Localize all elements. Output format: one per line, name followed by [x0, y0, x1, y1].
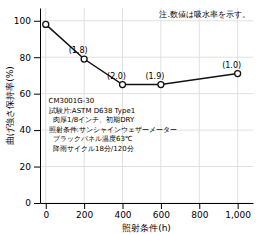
- tick-label: 60: [20, 89, 32, 99]
- tick-mark: [34, 167, 40, 168]
- annotation-line: CM3001G-30: [49, 97, 95, 105]
- tick-label: 80: [20, 53, 32, 63]
- grid-line: [199, 8, 200, 203]
- tick-mark: [34, 57, 40, 58]
- point-label: (2.0): [107, 72, 126, 81]
- marks: [43, 21, 241, 87]
- tick: 400: [114, 203, 131, 220]
- tick: 0: [43, 203, 49, 220]
- tick-mark: [84, 203, 85, 209]
- grid-line: [40, 93, 253, 94]
- marker: [81, 56, 87, 62]
- grid-line: [84, 8, 85, 203]
- grid-line: [160, 8, 161, 203]
- annotation-line: 試験片:ASTM D638 Type1: [49, 107, 136, 115]
- y-axis: 0 20 40 60 80 100: [14, 9, 41, 209]
- point-label: (1.8): [69, 46, 88, 55]
- axis-line: [41, 203, 254, 204]
- x-axis: 0 200 400 600 800 1,000: [41, 203, 254, 220]
- grid-line: [237, 8, 238, 203]
- marker: [120, 82, 126, 88]
- grid-line: [40, 20, 253, 21]
- tick: 800: [191, 203, 208, 220]
- tick-mark: [123, 203, 124, 209]
- grid-line: [40, 57, 253, 58]
- tick: 600: [153, 203, 170, 220]
- tick-label: 40: [20, 125, 32, 135]
- annotation-line: ブラックパネル温度63℃: [49, 135, 133, 143]
- annotation-line: 肉厚1/8インチ、初期DRY: [49, 116, 136, 124]
- note: 注.数値は吸水率を示す。: [159, 10, 250, 19]
- marker: [158, 82, 164, 88]
- tick: 100: [14, 16, 40, 26]
- chart: 0 200 400 600 800 1,000 0 20 40 60 80 100 (1.8) (2.0)…: [0, 0, 265, 235]
- marker: [43, 21, 49, 27]
- tick: 0: [25, 198, 40, 208]
- y-axis-title: 曲げ強さ保持率(%): [5, 66, 15, 145]
- axis-line: [40, 9, 41, 204]
- annotation: CM3001G-30 試験片:ASTM D638 Type1 肉厚1/8インチ、初…: [49, 97, 177, 152]
- tick: 60: [20, 89, 40, 99]
- tick-label: 100: [14, 16, 31, 26]
- grid: [40, 8, 253, 203]
- tick-label: 0: [25, 198, 31, 208]
- tick-label: 0: [43, 210, 49, 220]
- tick-label: 200: [76, 210, 93, 220]
- point-label: (1.0): [222, 61, 241, 70]
- tick: 20: [20, 162, 40, 172]
- tick: 200: [76, 203, 93, 220]
- tick-label: 600: [153, 210, 170, 220]
- tick-label: 800: [191, 210, 208, 220]
- tick-mark: [46, 203, 47, 209]
- annotation-line: 照射条件:サンシャインウェザーメーター: [49, 126, 177, 134]
- tick-label: 1,000: [225, 210, 251, 220]
- tick: 40: [20, 125, 40, 135]
- tick-mark: [34, 203, 40, 204]
- plot: 0 200 400 600 800 1,000 0 20 40 60 80 100 (1.8) (2.0)…: [14, 8, 254, 220]
- x-axis-title: 照射条件(h): [122, 223, 171, 233]
- tick-mark: [161, 203, 162, 209]
- tick-label: 20: [20, 162, 32, 172]
- grid-line: [40, 166, 253, 167]
- tick-mark: [34, 94, 40, 95]
- point-labels: (1.8) (2.0) (1.9) (1.0): [69, 46, 241, 81]
- marker: [235, 71, 241, 77]
- tick-label: 400: [114, 210, 131, 220]
- tick-mark: [199, 203, 200, 209]
- line: [46, 24, 238, 84]
- grid-line: [122, 8, 123, 203]
- tick-mark: [238, 203, 239, 209]
- point-label: (1.9): [145, 72, 164, 81]
- tick: 1,000: [225, 203, 251, 220]
- grid-line: [45, 8, 46, 203]
- annotation-line: 降雨サイクル18分/120分: [49, 145, 134, 153]
- grid-line: [40, 203, 253, 204]
- tick: 80: [20, 53, 40, 63]
- tick-mark: [34, 21, 40, 22]
- tick-mark: [34, 130, 40, 131]
